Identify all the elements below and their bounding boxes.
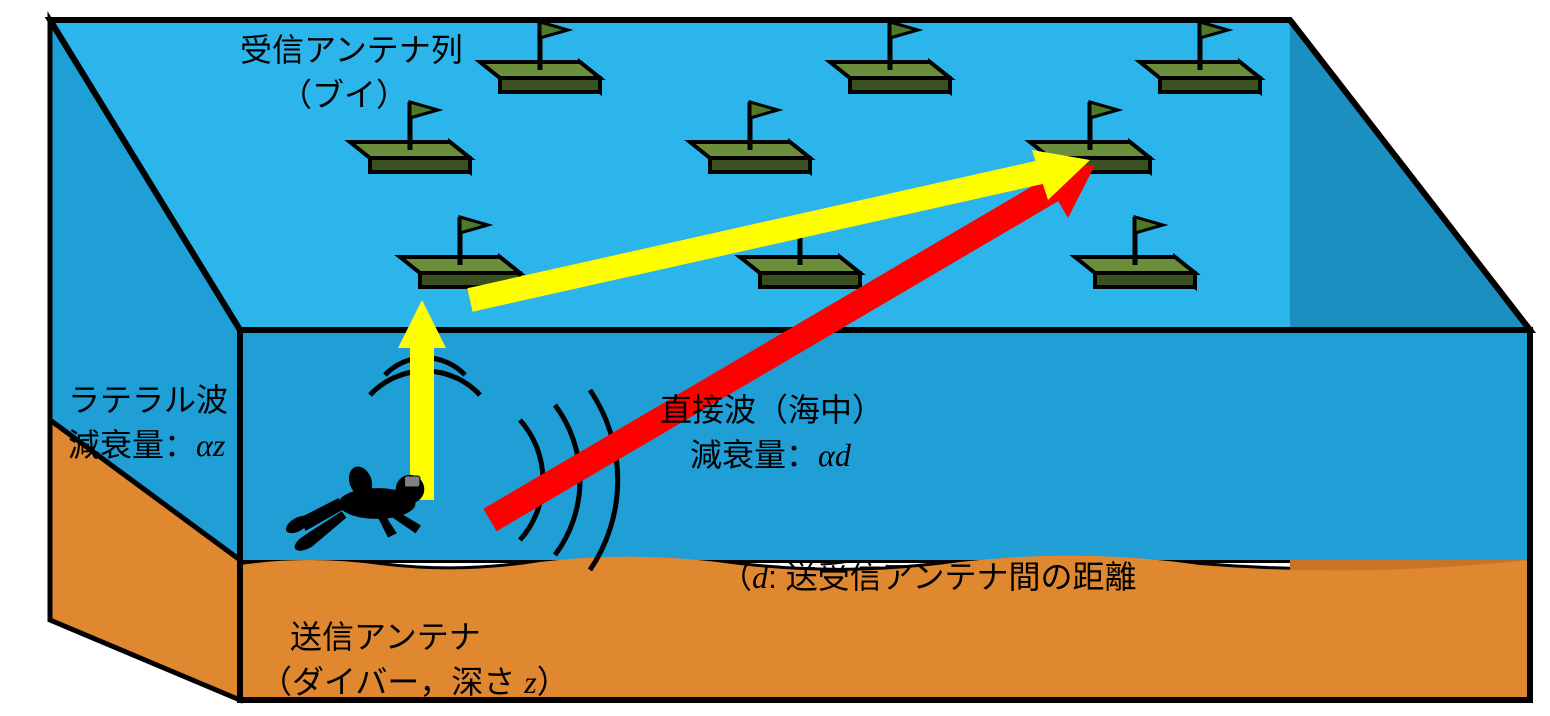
diagram-canvas bbox=[0, 0, 1550, 716]
lateral-line1: ラテラル波 bbox=[68, 378, 228, 423]
tx-line2: （ダイバー，深さ z） bbox=[260, 660, 569, 705]
title-line2: （ブイ） bbox=[280, 73, 463, 118]
tx-line1: 送信アンテナ bbox=[290, 615, 569, 660]
title-label: 受信アンテナ列 （ブイ） bbox=[240, 28, 463, 118]
tx-antenna-label: 送信アンテナ （ダイバー，深さ z） bbox=[260, 615, 569, 705]
lateral-line2: 減衰量：αz bbox=[68, 423, 228, 468]
lateral-wave-label: ラテラル波 減衰量：αz bbox=[68, 378, 228, 468]
distance-note-label: （d: 送受信アンテナ間の距離 bbox=[720, 555, 1137, 600]
direct-line2: 減衰量：αd bbox=[690, 433, 884, 478]
direct-wave-label: 直接波（海中） 減衰量：αd bbox=[660, 388, 884, 478]
title-line1: 受信アンテナ列 bbox=[240, 28, 463, 73]
direct-line1: 直接波（海中） bbox=[660, 388, 884, 433]
